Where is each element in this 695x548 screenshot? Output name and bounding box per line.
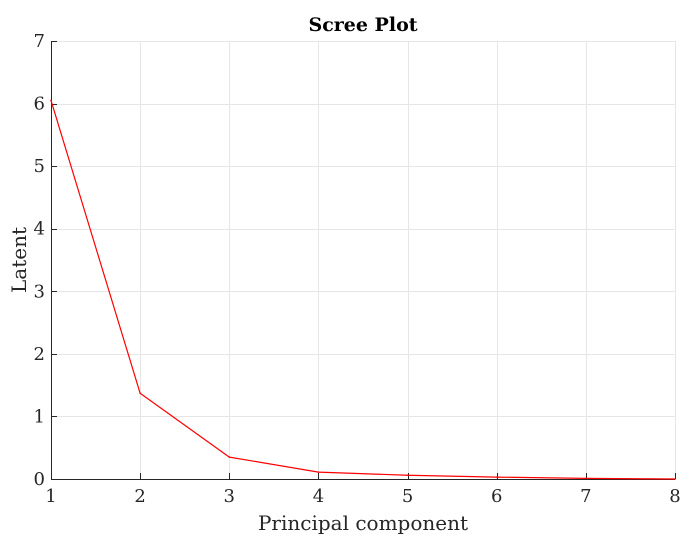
y-axis-label: Latent xyxy=(7,227,31,293)
x-tick-label-8: 8 xyxy=(669,486,680,507)
x-tick-label-3: 3 xyxy=(224,486,235,507)
y-tick-label-2: 1 xyxy=(34,406,45,427)
data-point-7 xyxy=(585,477,587,480)
data-point-3 xyxy=(228,456,231,458)
x-tick-label-2: 2 xyxy=(134,486,145,507)
y-tick-label-4: 3 xyxy=(34,281,45,302)
y-tick-label-7: 6 xyxy=(34,94,45,115)
grid xyxy=(51,41,676,480)
series-line-1 xyxy=(50,99,676,480)
data-point-5 xyxy=(406,474,409,477)
x-tick-label-4: 4 xyxy=(313,486,324,507)
data-series xyxy=(50,99,676,480)
x-tick-label-1: 1 xyxy=(45,486,56,507)
x-axis-label: Principal component xyxy=(258,511,468,535)
y-tick-label-5: 4 xyxy=(34,219,45,240)
data-point-4 xyxy=(317,471,320,473)
axes xyxy=(51,41,676,480)
y-tick-label-3: 2 xyxy=(34,344,45,365)
y-tick-label-8: 7 xyxy=(34,31,45,52)
y-tick-label-6: 5 xyxy=(34,156,45,177)
data-point-2 xyxy=(139,392,141,395)
chart-title: Scree Plot xyxy=(308,14,417,36)
x-tick-label-6: 6 xyxy=(491,486,502,507)
data-point-6 xyxy=(495,476,498,478)
data-point-1 xyxy=(50,99,52,102)
y-tick-label-1: 0 xyxy=(34,469,45,490)
data-point-8 xyxy=(674,478,676,480)
x-tick-label-5: 5 xyxy=(402,486,413,507)
plot-background xyxy=(51,41,675,479)
x-tick-label-7: 7 xyxy=(580,486,591,507)
